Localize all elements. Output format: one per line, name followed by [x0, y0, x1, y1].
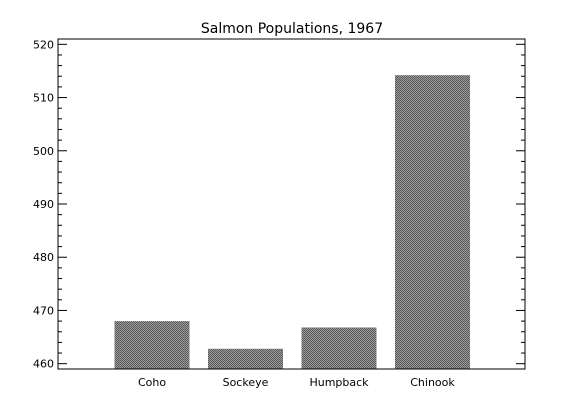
x-tick-label-coho: Coho: [138, 376, 166, 389]
x-tick-label-chinook: Chinook: [410, 376, 455, 389]
bar-chinook: [395, 75, 470, 370]
x-tick-label-sockeye: Sockeye: [223, 376, 269, 389]
bar-humpback: [301, 327, 377, 369]
chart-title: Salmon Populations, 1967: [201, 21, 383, 37]
x-tick-label-humpback: Humpback: [309, 376, 369, 389]
y-tick-label: 520: [33, 38, 54, 51]
y-tick-label: 480: [33, 251, 54, 264]
y-tick-label: 500: [33, 145, 54, 158]
bar-sockeye: [208, 348, 283, 369]
bar-coho: [114, 321, 190, 369]
y-axis: 460 470 480 490 500 510 520: [33, 38, 525, 371]
y-tick-label: 470: [33, 304, 54, 317]
y-tick-label: 510: [33, 92, 54, 105]
x-axis: Coho Sockeye Humpback Chinook: [138, 376, 455, 389]
y-tick-label: 490: [33, 198, 54, 211]
y-tick-label: 460: [33, 358, 54, 371]
bars-group: [114, 75, 470, 370]
